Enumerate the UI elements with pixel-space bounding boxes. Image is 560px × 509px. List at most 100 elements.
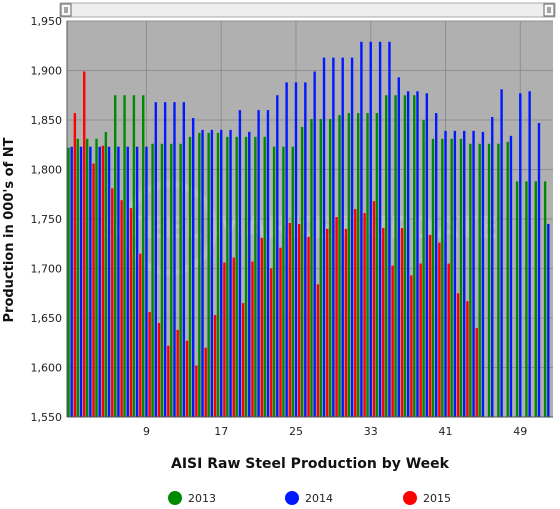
bar-2013 [403, 95, 407, 417]
bar-2015 [456, 293, 460, 417]
scrollbar-right-handle[interactable] [543, 3, 555, 17]
scrollbar-left-handle[interactable] [60, 3, 72, 17]
bar-2015 [120, 200, 123, 417]
bar-2013 [123, 95, 126, 417]
bar-2013 [142, 95, 145, 417]
bar-2013 [515, 181, 519, 417]
legend-marker-2014[interactable] [285, 491, 299, 505]
bar-2013 [170, 143, 173, 417]
bar-2013 [188, 136, 192, 417]
legend-marker-2013[interactable] [168, 491, 182, 505]
bar-2014 [472, 130, 475, 417]
bar-2014 [79, 146, 83, 418]
bar-2013 [198, 132, 201, 417]
bar-2014 [350, 57, 354, 417]
y-tick-label: 1,550 [31, 411, 63, 424]
bar-2015 [251, 261, 254, 417]
x-tick-label: 9 [143, 425, 150, 438]
bar-2015 [195, 365, 198, 417]
bar-2014 [257, 110, 260, 417]
bar-2014 [266, 110, 270, 417]
bar-2014 [135, 146, 139, 418]
bar-2013 [160, 143, 164, 417]
bar-2014 [519, 93, 522, 418]
bar-2015 [428, 234, 432, 417]
bar-2014 [117, 146, 120, 418]
bar-2015 [438, 242, 441, 417]
bar-2014 [369, 41, 372, 417]
bar-2013 [263, 136, 266, 417]
bar-2015 [335, 217, 338, 417]
bar-2014 [285, 82, 288, 417]
bar-2015 [363, 213, 366, 417]
bars [67, 41, 550, 418]
bar-2014 [294, 82, 298, 417]
bar-2014 [332, 57, 335, 417]
bar-2013 [272, 146, 276, 418]
y-tick-label: 1,800 [31, 164, 63, 177]
scrollbar-track[interactable] [59, 2, 556, 18]
bar-2013 [487, 143, 491, 417]
bar-2013 [104, 131, 108, 417]
range-scrollbar[interactable] [59, 2, 556, 18]
bar-2014 [509, 135, 513, 417]
bar-2015 [241, 303, 245, 417]
bar-2014 [444, 130, 447, 417]
bar-2014 [276, 95, 279, 417]
bar-2014 [378, 41, 382, 417]
bar-2013 [67, 147, 70, 417]
bar-2013 [441, 138, 444, 417]
watermark-logo-ring [122, 180, 218, 276]
bar-2013 [338, 115, 341, 418]
bar-2014 [126, 146, 129, 418]
bar-2014 [406, 91, 410, 417]
bar-2015 [92, 163, 95, 417]
bar-2014 [163, 102, 167, 418]
bar-2014 [491, 117, 494, 417]
bar-2013 [244, 136, 248, 417]
bar-2014 [453, 130, 457, 417]
bar-2014 [304, 82, 307, 417]
legend[interactable]: 2013 2014 2015 [168, 491, 451, 505]
bar-2013 [76, 138, 80, 417]
bar-2014 [238, 110, 242, 417]
bar-2015 [101, 145, 105, 418]
bar-2013 [506, 141, 509, 417]
bar-2015 [148, 312, 151, 417]
bar-2014 [537, 122, 541, 417]
y-tick-label: 1,900 [31, 65, 63, 78]
bar-2014 [388, 41, 391, 417]
bar-2013 [385, 95, 388, 417]
bar-2013 [422, 120, 425, 417]
bar-2014 [248, 131, 251, 417]
legend-label-2014[interactable]: 2014 [305, 492, 333, 505]
bar-2015 [372, 201, 376, 417]
y-tick-label: 1,950 [31, 15, 63, 28]
bar-2015 [185, 340, 189, 417]
bar-2013 [282, 146, 285, 418]
bar-2013 [469, 143, 472, 417]
x-tick-label: 17 [214, 425, 228, 438]
bar-2014 [313, 71, 316, 418]
bar-2014 [229, 129, 232, 417]
x-tick-label: 49 [513, 425, 527, 438]
y-tick-label: 1,650 [31, 312, 63, 325]
legend-marker-2015[interactable] [403, 491, 417, 505]
bar-2013 [394, 95, 397, 417]
bar-2013 [375, 113, 379, 417]
bar-2013 [543, 181, 547, 417]
legend-label-2015[interactable]: 2015 [423, 492, 451, 505]
bar-2013 [413, 95, 416, 417]
bar-2015 [213, 315, 217, 417]
y-axis-title: Production in 000's of NT [2, 137, 17, 322]
bar-2015 [400, 227, 404, 417]
bar-2013 [534, 181, 537, 417]
y-tick-label: 1,700 [31, 263, 63, 276]
bar-2014 [322, 57, 326, 417]
legend-label-2013[interactable]: 2013 [188, 492, 216, 505]
bar-2013 [450, 138, 453, 417]
bar-2014 [341, 57, 344, 417]
axes: 1,550 1,600 1,650 1,700 1,750 1,800 1,850 1,900… [31, 15, 553, 438]
bar-2014 [397, 77, 400, 418]
bar-2015 [260, 237, 263, 417]
